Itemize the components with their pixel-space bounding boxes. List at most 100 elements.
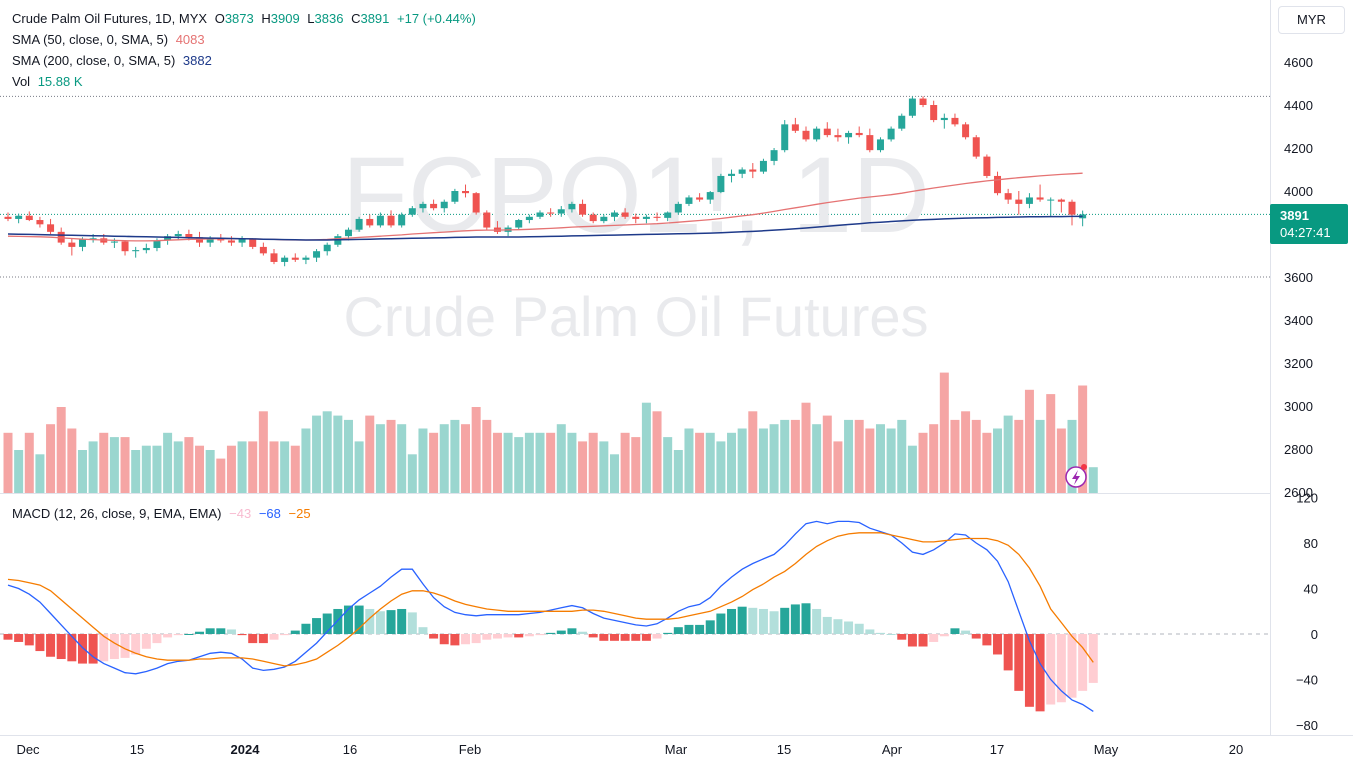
macd-signal-value: −25: [288, 506, 311, 521]
volume-bar: [418, 428, 428, 493]
candle-body: [653, 216, 661, 218]
price-tick-label: 3200: [1284, 356, 1313, 371]
volume-bar: [822, 415, 832, 493]
volume-bar: [461, 424, 471, 493]
volume-bar: [365, 415, 375, 493]
volume-bar: [471, 407, 481, 493]
legend-sma200[interactable]: SMA (200, close, 0, SMA, 5) 3882: [12, 50, 216, 71]
macd-histogram-bar: [609, 634, 619, 641]
legend-sma50[interactable]: SMA (50, close, 0, SMA, 5) 4083: [12, 29, 209, 50]
candle-body: [802, 130, 810, 140]
currency-button[interactable]: MYR: [1278, 6, 1345, 34]
macd-histogram-bar: [77, 634, 87, 664]
macd-histogram-bar: [929, 634, 939, 642]
macd-histogram-bar: [939, 634, 949, 637]
candle-body: [547, 212, 555, 214]
macd-histogram-bar: [46, 634, 56, 657]
volume-bar: [216, 458, 226, 493]
candle-body: [930, 105, 938, 121]
candle-body: [132, 250, 140, 252]
candle-body: [451, 191, 459, 202]
macd-histogram-bar: [1088, 634, 1098, 683]
volume-bar: [131, 450, 141, 493]
candle-body: [1015, 199, 1023, 204]
volume-bar: [620, 432, 630, 493]
macd-tick-label: 0: [1311, 627, 1318, 642]
candle-body: [206, 238, 214, 243]
volume-bars: [3, 372, 1098, 493]
volume-bar: [801, 402, 811, 493]
volume-bar: [482, 419, 492, 493]
macd-histogram-bar: [173, 634, 183, 636]
volume-bar: [609, 454, 619, 493]
candle-body: [47, 224, 55, 232]
candle-body: [813, 128, 821, 140]
sma200-label: SMA (200, close, 0, SMA, 5): [12, 53, 176, 68]
candle-body: [302, 257, 310, 260]
candle-body: [1079, 214, 1087, 219]
macd-histogram-bar: [897, 634, 907, 640]
volume-bar: [535, 432, 545, 493]
macd-histogram-bar: [226, 629, 236, 634]
volume-bar: [780, 419, 790, 493]
candle-body: [419, 203, 427, 209]
volume-bar: [195, 445, 205, 493]
volume-bar: [727, 432, 737, 493]
volume-bar: [1078, 385, 1088, 493]
candle-body: [610, 212, 618, 217]
sma50-label: SMA (50, close, 0, SMA, 5): [12, 32, 169, 47]
candle-body: [4, 216, 12, 219]
macd-histogram-bar: [673, 627, 683, 634]
macd-histogram-bar: [993, 634, 1003, 655]
vol-label: Vol: [12, 74, 31, 89]
candle-body: [717, 175, 725, 193]
macd-histogram-bar: [684, 624, 694, 634]
macd-histogram-bar: [865, 629, 875, 634]
macd-histogram-bar: [1078, 634, 1088, 691]
candle-body: [781, 124, 789, 151]
time-tick-label: May: [1094, 742, 1119, 757]
macd-tick-label: 40: [1304, 582, 1318, 597]
legend-low: 3836: [314, 11, 344, 26]
legend-macd[interactable]: MACD (12, 26, close, 9, EMA, EMA) −43 −6…: [12, 503, 315, 524]
volume-bar: [790, 419, 800, 493]
volume-bar: [950, 419, 960, 493]
candle-body: [15, 215, 23, 219]
candle-body: [142, 247, 150, 251]
macd-label: MACD (12, 26, close, 9, EMA, EMA): [12, 506, 222, 521]
macd-histogram-bar: [141, 634, 151, 649]
time-tick-label: 20: [1229, 742, 1243, 757]
macd-histogram-bar: [3, 634, 13, 640]
candle-body: [185, 234, 193, 238]
macd-histogram-bar: [205, 628, 215, 634]
macd-histogram-bar: [429, 634, 439, 639]
volume-bar: [109, 437, 119, 493]
macd-histogram-bar: [503, 634, 513, 638]
volume-bar: [354, 441, 364, 493]
candle-body: [919, 98, 927, 105]
volume-bar: [971, 419, 981, 493]
macd-histogram-bar: [1067, 634, 1077, 698]
watermark-name: Crude Palm Oil Futures: [343, 285, 928, 348]
candle-body: [1025, 197, 1033, 204]
legend-close-label: C: [351, 11, 361, 26]
candle-body: [621, 212, 629, 217]
volume-bar: [769, 424, 779, 493]
macd-histogram-bar: [312, 618, 322, 634]
macd-histogram-bar: [237, 634, 247, 636]
last-price-label: 3891 04:27:41: [1270, 204, 1348, 244]
legend-volume[interactable]: Vol 15.88 K: [12, 71, 87, 92]
time-tick-label: Feb: [459, 742, 481, 757]
candle-body: [366, 218, 374, 226]
volume-bar: [1067, 419, 1077, 493]
volume-bar: [886, 428, 896, 493]
macd-histogram-bar: [918, 634, 928, 647]
volume-bar: [748, 411, 758, 493]
macd-histogram-bar: [695, 624, 705, 634]
price-tick-label: 4000: [1284, 184, 1313, 199]
candle-body: [355, 218, 363, 230]
volume-bar: [77, 450, 87, 493]
candle-body: [238, 239, 246, 243]
price-tick-label: 4200: [1284, 141, 1313, 156]
